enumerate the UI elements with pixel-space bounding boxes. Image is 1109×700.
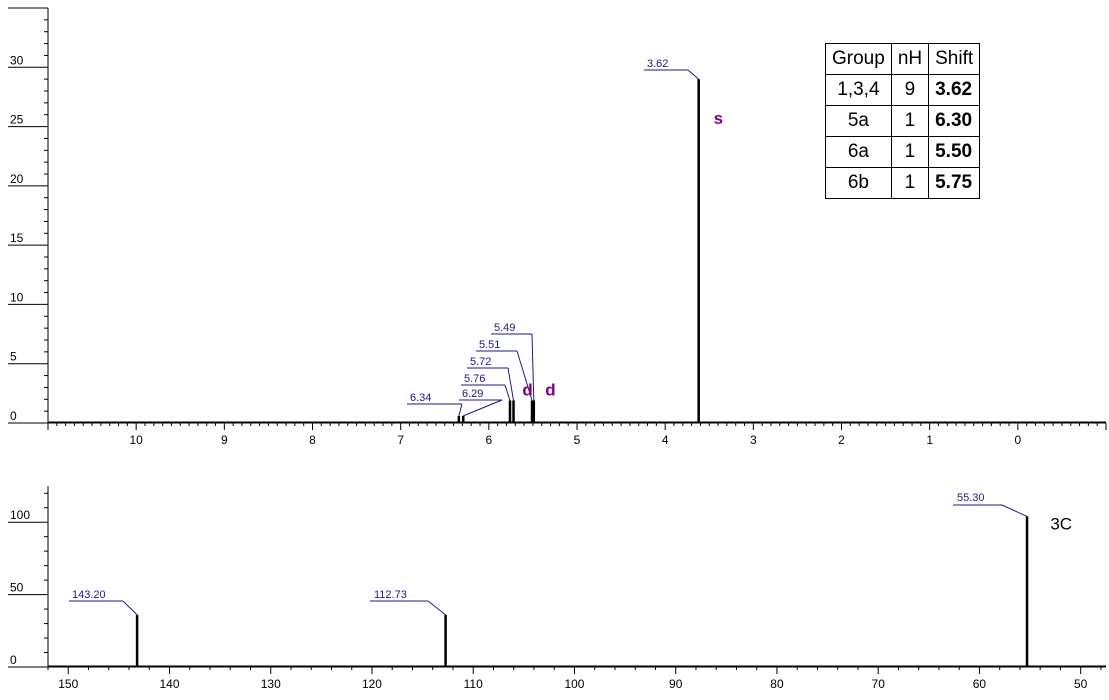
x-tick-label: 140 — [159, 677, 179, 691]
x-tick-label: 100 — [564, 677, 584, 691]
x-tick-label: 130 — [261, 677, 281, 691]
y-tick-label: 10 — [10, 290, 24, 304]
table-cell-nh: 1 — [890, 105, 930, 137]
table-cell-shift: 5.50 — [928, 136, 981, 168]
peak-label: 143.20 — [72, 589, 106, 601]
x-tick-label: 60 — [973, 677, 987, 691]
peak-label: 6.29 — [462, 388, 483, 400]
peak-label: 112.73 — [374, 589, 407, 601]
peak-label-leader — [507, 367, 515, 401]
spectrum-peak — [697, 79, 700, 423]
y-tick-label: 0 — [10, 653, 17, 667]
table-cell-group: 6a — [825, 136, 892, 168]
x-tick-label: 7 — [397, 433, 404, 447]
y-tick-label: 50 — [10, 581, 24, 595]
table-header-row: Group nH Shift — [825, 43, 981, 75]
table-cell-nh: 1 — [890, 136, 930, 168]
peak-label: 55.30 — [957, 492, 985, 504]
multiplicity-label: d — [522, 381, 532, 400]
x-tick-label: 120 — [362, 677, 382, 691]
x-tick-label: 80 — [770, 677, 784, 691]
table-header-cell: Shift — [928, 43, 981, 75]
chemical-shift-table: Group nH Shift 1,3,4 9 3.62 5a 1 6.30 6a… — [825, 43, 981, 199]
x-tick-label: 10 — [129, 433, 143, 447]
x-tick-label: 150 — [58, 677, 78, 691]
x-tick-label: 3 — [750, 433, 757, 447]
x-tick-label: 50 — [1074, 677, 1088, 691]
peak-label-leader — [516, 350, 533, 401]
spectrum-peak — [444, 614, 447, 666]
peak-label: 5.72 — [470, 356, 491, 368]
peak-label-leader — [1001, 504, 1028, 517]
y-tick-label: 20 — [10, 172, 24, 186]
table-row: 6a 1 5.50 — [825, 136, 981, 168]
x-tick-label: 8 — [309, 433, 316, 447]
table-cell-nh: 1 — [890, 167, 930, 199]
x-tick-label: 2 — [838, 433, 845, 447]
x-tick-label: 6 — [485, 433, 492, 447]
table-cell-group: 5a — [825, 105, 892, 137]
table-cell-group: 6b — [825, 167, 892, 199]
y-tick-label: 5 — [10, 350, 17, 364]
peak-label-leader — [458, 403, 463, 417]
y-tick-label: 25 — [10, 113, 24, 127]
y-tick-label: 100 — [10, 508, 30, 522]
table-cell-shift: 3.62 — [928, 74, 981, 106]
x-tick-label: 90 — [669, 677, 683, 691]
peak-label: 5.51 — [479, 339, 500, 351]
table-row: 5a 1 6.30 — [825, 105, 981, 137]
spectrum-peak — [457, 415, 461, 422]
x-tick-label: 5 — [574, 433, 581, 447]
multiplicity-label: d — [545, 381, 555, 400]
peak-label: 5.76 — [464, 373, 485, 385]
spectrum-peak — [532, 400, 536, 422]
y-tick-label: 15 — [10, 231, 24, 245]
peak-label: 6.34 — [410, 392, 431, 404]
spectrum-peak — [512, 400, 515, 422]
peak-label-leader — [687, 69, 699, 80]
carbon-count-label: 3C — [1050, 514, 1072, 533]
x-tick-label: 110 — [464, 677, 483, 691]
table-row: 1,3,4 9 3.62 — [825, 74, 981, 106]
table-cell-nh: 9 — [890, 74, 930, 106]
multiplicity-label: s — [714, 109, 723, 128]
spectrum-peak — [135, 614, 139, 666]
x-tick-label: 4 — [662, 433, 669, 447]
x-tick-label: 1 — [926, 433, 933, 447]
spectrum-peak — [1025, 516, 1029, 666]
peak-label-leader — [531, 333, 535, 401]
peak-label-leader — [427, 600, 446, 616]
peak-label-leader — [463, 399, 503, 417]
table-cell-group: 1,3,4 — [825, 74, 892, 106]
table-cell-shift: 5.75 — [928, 167, 981, 199]
table-cell-shift: 6.30 — [928, 105, 981, 137]
spectrum-peak — [530, 400, 534, 422]
table-header-cell: nH — [890, 43, 930, 75]
table-header-cell: Group — [825, 43, 892, 75]
table-row: 6b 1 5.75 — [825, 167, 981, 199]
peak-label-leader — [504, 384, 511, 401]
c13-nmr-spectrum: 150 140 130 120 110 100 90 80 70 60 50 0 50 100 143.20… — [8, 486, 1106, 691]
peak-label: 3.62 — [647, 58, 668, 70]
spectrum-peak — [462, 415, 465, 422]
peak-label: 5.49 — [494, 322, 515, 334]
peak-label-leader — [122, 600, 138, 616]
y-tick-label: 30 — [10, 53, 24, 67]
x-tick-label: 9 — [221, 433, 228, 447]
x-tick-label: 0 — [1014, 433, 1021, 447]
spectrum-peak — [508, 400, 512, 422]
x-tick-label: 70 — [872, 677, 886, 691]
y-tick-label: 0 — [10, 409, 17, 423]
